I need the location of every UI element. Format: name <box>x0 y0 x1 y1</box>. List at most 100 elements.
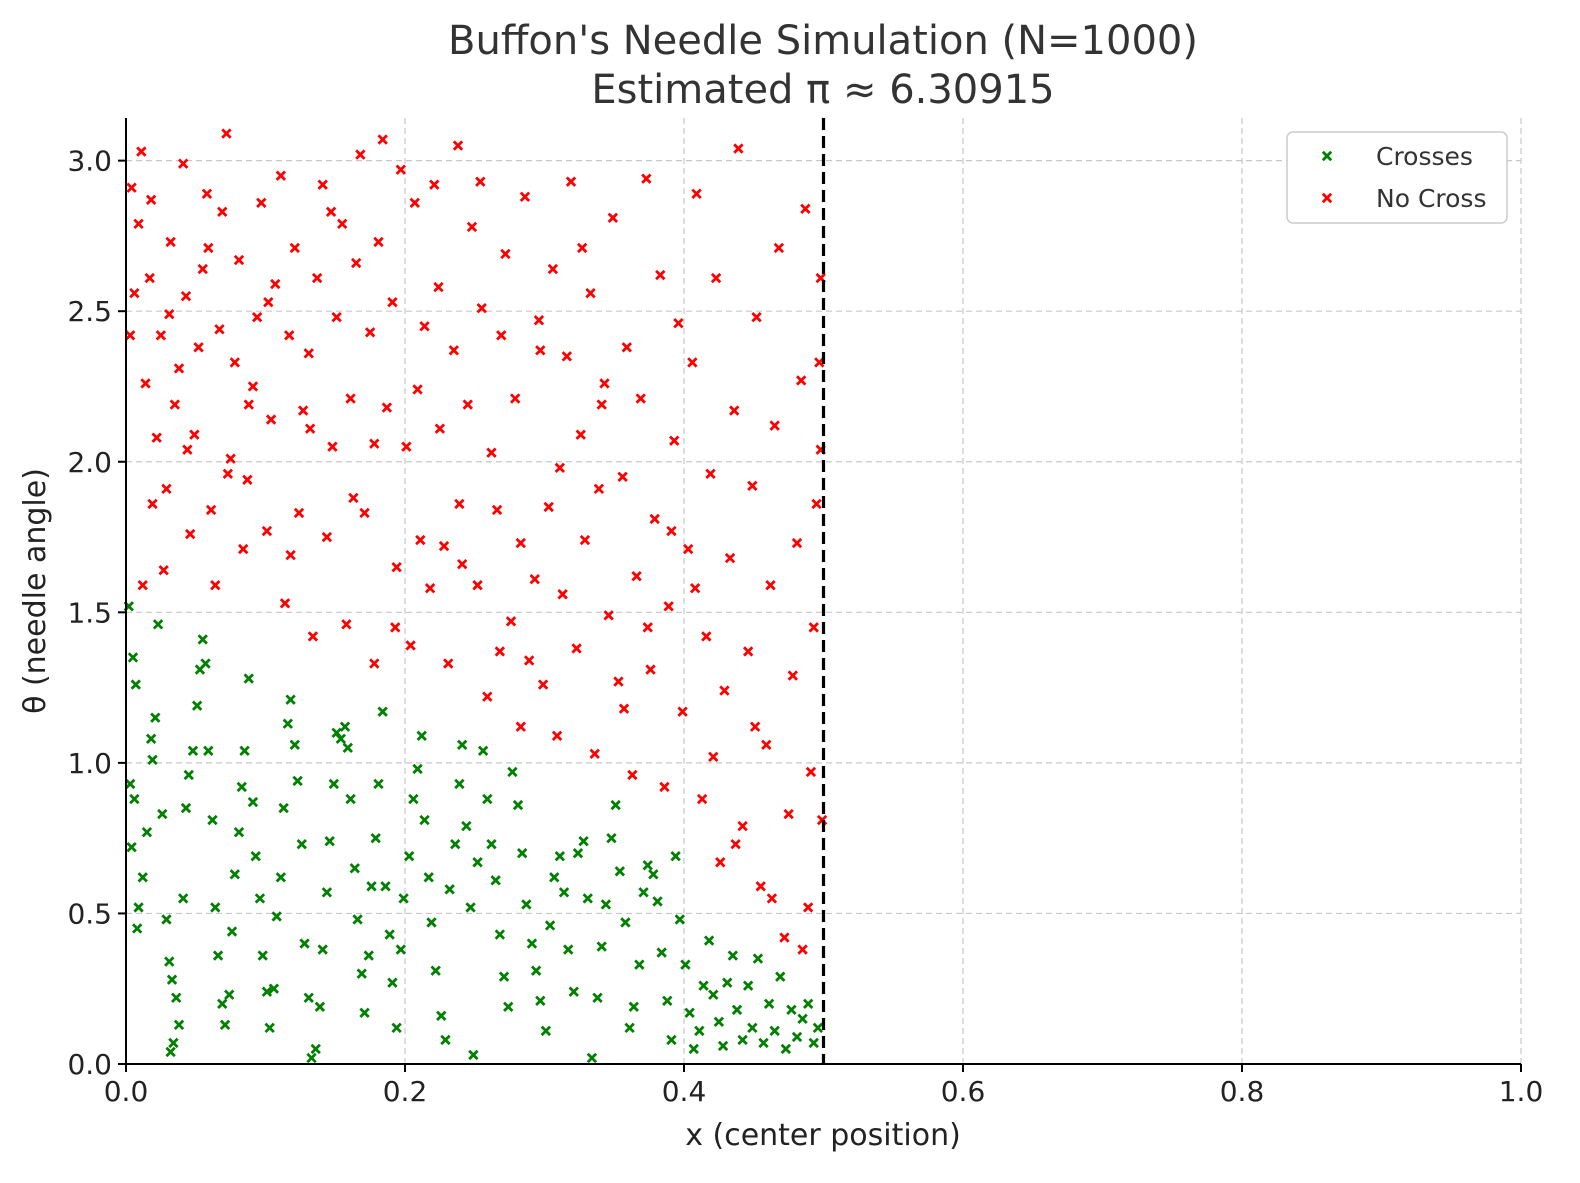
no-cross-point <box>649 513 660 525</box>
crosses-point <box>165 1046 176 1058</box>
no-cross-point <box>387 296 398 308</box>
crosses-point <box>130 679 141 690</box>
no-cross-point <box>401 441 412 452</box>
no-cross-point <box>169 399 181 410</box>
no-cross-point <box>419 321 430 332</box>
crosses-point <box>648 869 659 880</box>
no-cross-point <box>795 375 807 386</box>
crosses-point <box>152 619 164 630</box>
no-cross-point <box>691 188 702 199</box>
crosses-point <box>250 851 261 862</box>
crosses-point <box>465 902 476 913</box>
x-tick-label: 0.4 <box>662 1075 707 1108</box>
no-cross-point <box>350 257 362 269</box>
no-cross-point <box>765 580 776 591</box>
no-cross-point <box>311 272 323 284</box>
no-cross-point <box>494 646 506 657</box>
crosses-point <box>758 1037 769 1049</box>
crosses-point <box>563 944 574 955</box>
no-cross-point <box>766 893 778 904</box>
no-cross-point <box>270 278 281 290</box>
crosses-point <box>498 971 510 982</box>
y-tick-label: 1.0 <box>67 747 112 780</box>
no-cross-point <box>438 540 450 552</box>
crosses-point <box>271 911 282 922</box>
crosses-point <box>178 893 189 904</box>
no-cross-point <box>448 345 460 356</box>
no-cross-point <box>265 414 277 425</box>
no-cross-point <box>607 212 619 224</box>
crosses-point <box>775 971 786 982</box>
crosses-point <box>472 857 483 868</box>
crosses-point <box>610 799 621 811</box>
no-cross-point <box>687 357 698 368</box>
crosses-point <box>558 887 570 898</box>
crosses-point <box>161 914 172 925</box>
no-cross-point <box>247 381 259 392</box>
no-cross-point <box>515 537 526 549</box>
no-cross-point <box>730 838 741 850</box>
no-cross-point <box>466 221 478 233</box>
no-cross-point <box>491 504 503 516</box>
no-cross-point <box>303 348 314 359</box>
no-cross-point <box>475 176 486 187</box>
no-cross-point <box>642 622 653 633</box>
crosses-point <box>131 923 143 934</box>
no-cross-point <box>797 944 808 955</box>
crosses-point <box>261 986 273 997</box>
crosses-point <box>247 796 259 808</box>
no-cross-point <box>233 254 245 266</box>
crosses-point <box>802 998 814 1009</box>
no-cross-point <box>373 236 384 248</box>
crosses-point <box>436 1010 447 1022</box>
no-cross-point <box>696 793 708 805</box>
no-cross-point <box>369 438 380 449</box>
crosses-point <box>440 1034 451 1046</box>
no-cross-point <box>529 574 540 585</box>
no-cross-point <box>761 739 772 751</box>
chart-title: Buffon's Needle Simulation (N=1000) <box>448 18 1198 64</box>
no-cross-point <box>184 528 196 540</box>
no-cross-point <box>321 531 333 543</box>
no-cross-point <box>395 164 407 175</box>
crosses-point <box>624 1022 635 1034</box>
crosses-point <box>197 634 208 645</box>
x-tick-label: 1.0 <box>1499 1075 1544 1108</box>
no-cross-point <box>791 537 803 549</box>
y-tick-label: 1.5 <box>67 596 112 629</box>
no-cross-point <box>145 194 157 205</box>
no-cross-point <box>391 561 402 573</box>
no-cross-point <box>454 498 465 510</box>
no-cross-point <box>210 580 221 591</box>
crosses-point <box>549 872 560 883</box>
no-cross-point <box>178 158 189 169</box>
chart-subtitle: Estimated π ≈ 6.30915 <box>591 67 1054 113</box>
crosses-point <box>578 835 589 847</box>
no-cross-point <box>197 263 208 275</box>
no-cross-point <box>599 378 610 389</box>
crosses-point <box>430 965 441 976</box>
crosses-point <box>377 706 388 717</box>
no-cross-point <box>669 435 680 446</box>
no-cross-point <box>457 558 468 570</box>
no-cross-point <box>203 242 214 254</box>
no-cross-point <box>434 423 446 434</box>
crosses-point <box>638 887 649 898</box>
crosses-point <box>212 950 224 961</box>
no-cross-point <box>551 730 563 741</box>
crosses-point <box>145 733 157 744</box>
crosses-point <box>486 838 497 850</box>
no-cross-point <box>327 441 338 452</box>
no-cross-point <box>201 188 213 199</box>
no-cross-point <box>164 309 175 320</box>
crosses-point <box>310 1043 321 1055</box>
no-cross-point <box>635 393 646 404</box>
crosses-point <box>494 929 506 940</box>
y-tick-label: 2.5 <box>67 295 112 328</box>
axes <box>125 118 1521 1065</box>
crosses-point <box>703 935 715 946</box>
y-tick-label: 2.0 <box>67 446 112 479</box>
no-cross-point <box>307 631 319 642</box>
no-cross-point <box>369 658 380 669</box>
